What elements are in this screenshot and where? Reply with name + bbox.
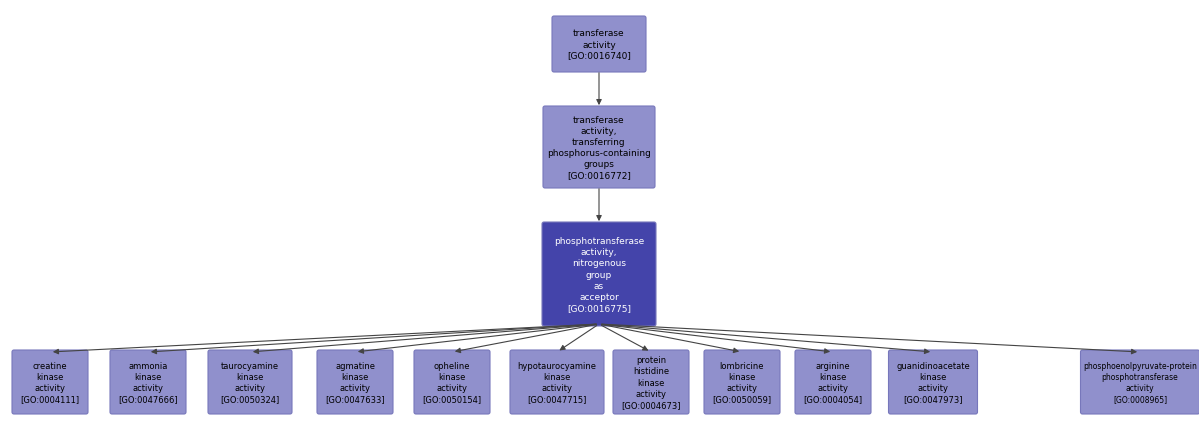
- FancyBboxPatch shape: [1080, 350, 1199, 414]
- Text: hypotaurocyamine
kinase
activity
[GO:0047715]: hypotaurocyamine kinase activity [GO:004…: [518, 361, 596, 403]
- FancyBboxPatch shape: [510, 350, 604, 414]
- Text: transferase
activity
[GO:0016740]: transferase activity [GO:0016740]: [567, 29, 631, 61]
- FancyBboxPatch shape: [12, 350, 88, 414]
- FancyBboxPatch shape: [704, 350, 781, 414]
- Text: phosphotransferase
activity,
nitrogenous
group
as
acceptor
[GO:0016775]: phosphotransferase activity, nitrogenous…: [554, 237, 644, 312]
- FancyBboxPatch shape: [207, 350, 293, 414]
- Text: lombricine
kinase
activity
[GO:0050059]: lombricine kinase activity [GO:0050059]: [712, 361, 772, 403]
- FancyBboxPatch shape: [317, 350, 393, 414]
- FancyBboxPatch shape: [414, 350, 490, 414]
- Text: arginine
kinase
activity
[GO:0004054]: arginine kinase activity [GO:0004054]: [803, 361, 862, 403]
- Text: phosphoenolpyruvate-protein
phosphotransferase
activity
[GO:0008965]: phosphoenolpyruvate-protein phosphotrans…: [1083, 361, 1197, 403]
- Text: transferase
activity,
transferring
phosphorus-containing
groups
[GO:0016772]: transferase activity, transferring phosp…: [547, 116, 651, 180]
- FancyBboxPatch shape: [613, 350, 689, 414]
- FancyBboxPatch shape: [795, 350, 870, 414]
- Text: agmatine
kinase
activity
[GO:0047633]: agmatine kinase activity [GO:0047633]: [325, 361, 385, 403]
- Text: taurocyamine
kinase
activity
[GO:0050324]: taurocyamine kinase activity [GO:0050324…: [221, 361, 279, 403]
- FancyBboxPatch shape: [543, 107, 655, 189]
- FancyBboxPatch shape: [888, 350, 977, 414]
- Text: ammonia
kinase
activity
[GO:0047666]: ammonia kinase activity [GO:0047666]: [119, 361, 177, 403]
- FancyBboxPatch shape: [552, 17, 646, 73]
- Text: guanidinoacetate
kinase
activity
[GO:0047973]: guanidinoacetate kinase activity [GO:004…: [896, 361, 970, 403]
- Text: protein
histidine
kinase
activity
[GO:0004673]: protein histidine kinase activity [GO:00…: [621, 356, 681, 409]
- Text: opheline
kinase
activity
[GO:0050154]: opheline kinase activity [GO:0050154]: [422, 361, 482, 403]
- FancyBboxPatch shape: [542, 222, 656, 326]
- Text: creatine
kinase
activity
[GO:0004111]: creatine kinase activity [GO:0004111]: [20, 361, 79, 403]
- FancyBboxPatch shape: [110, 350, 186, 414]
